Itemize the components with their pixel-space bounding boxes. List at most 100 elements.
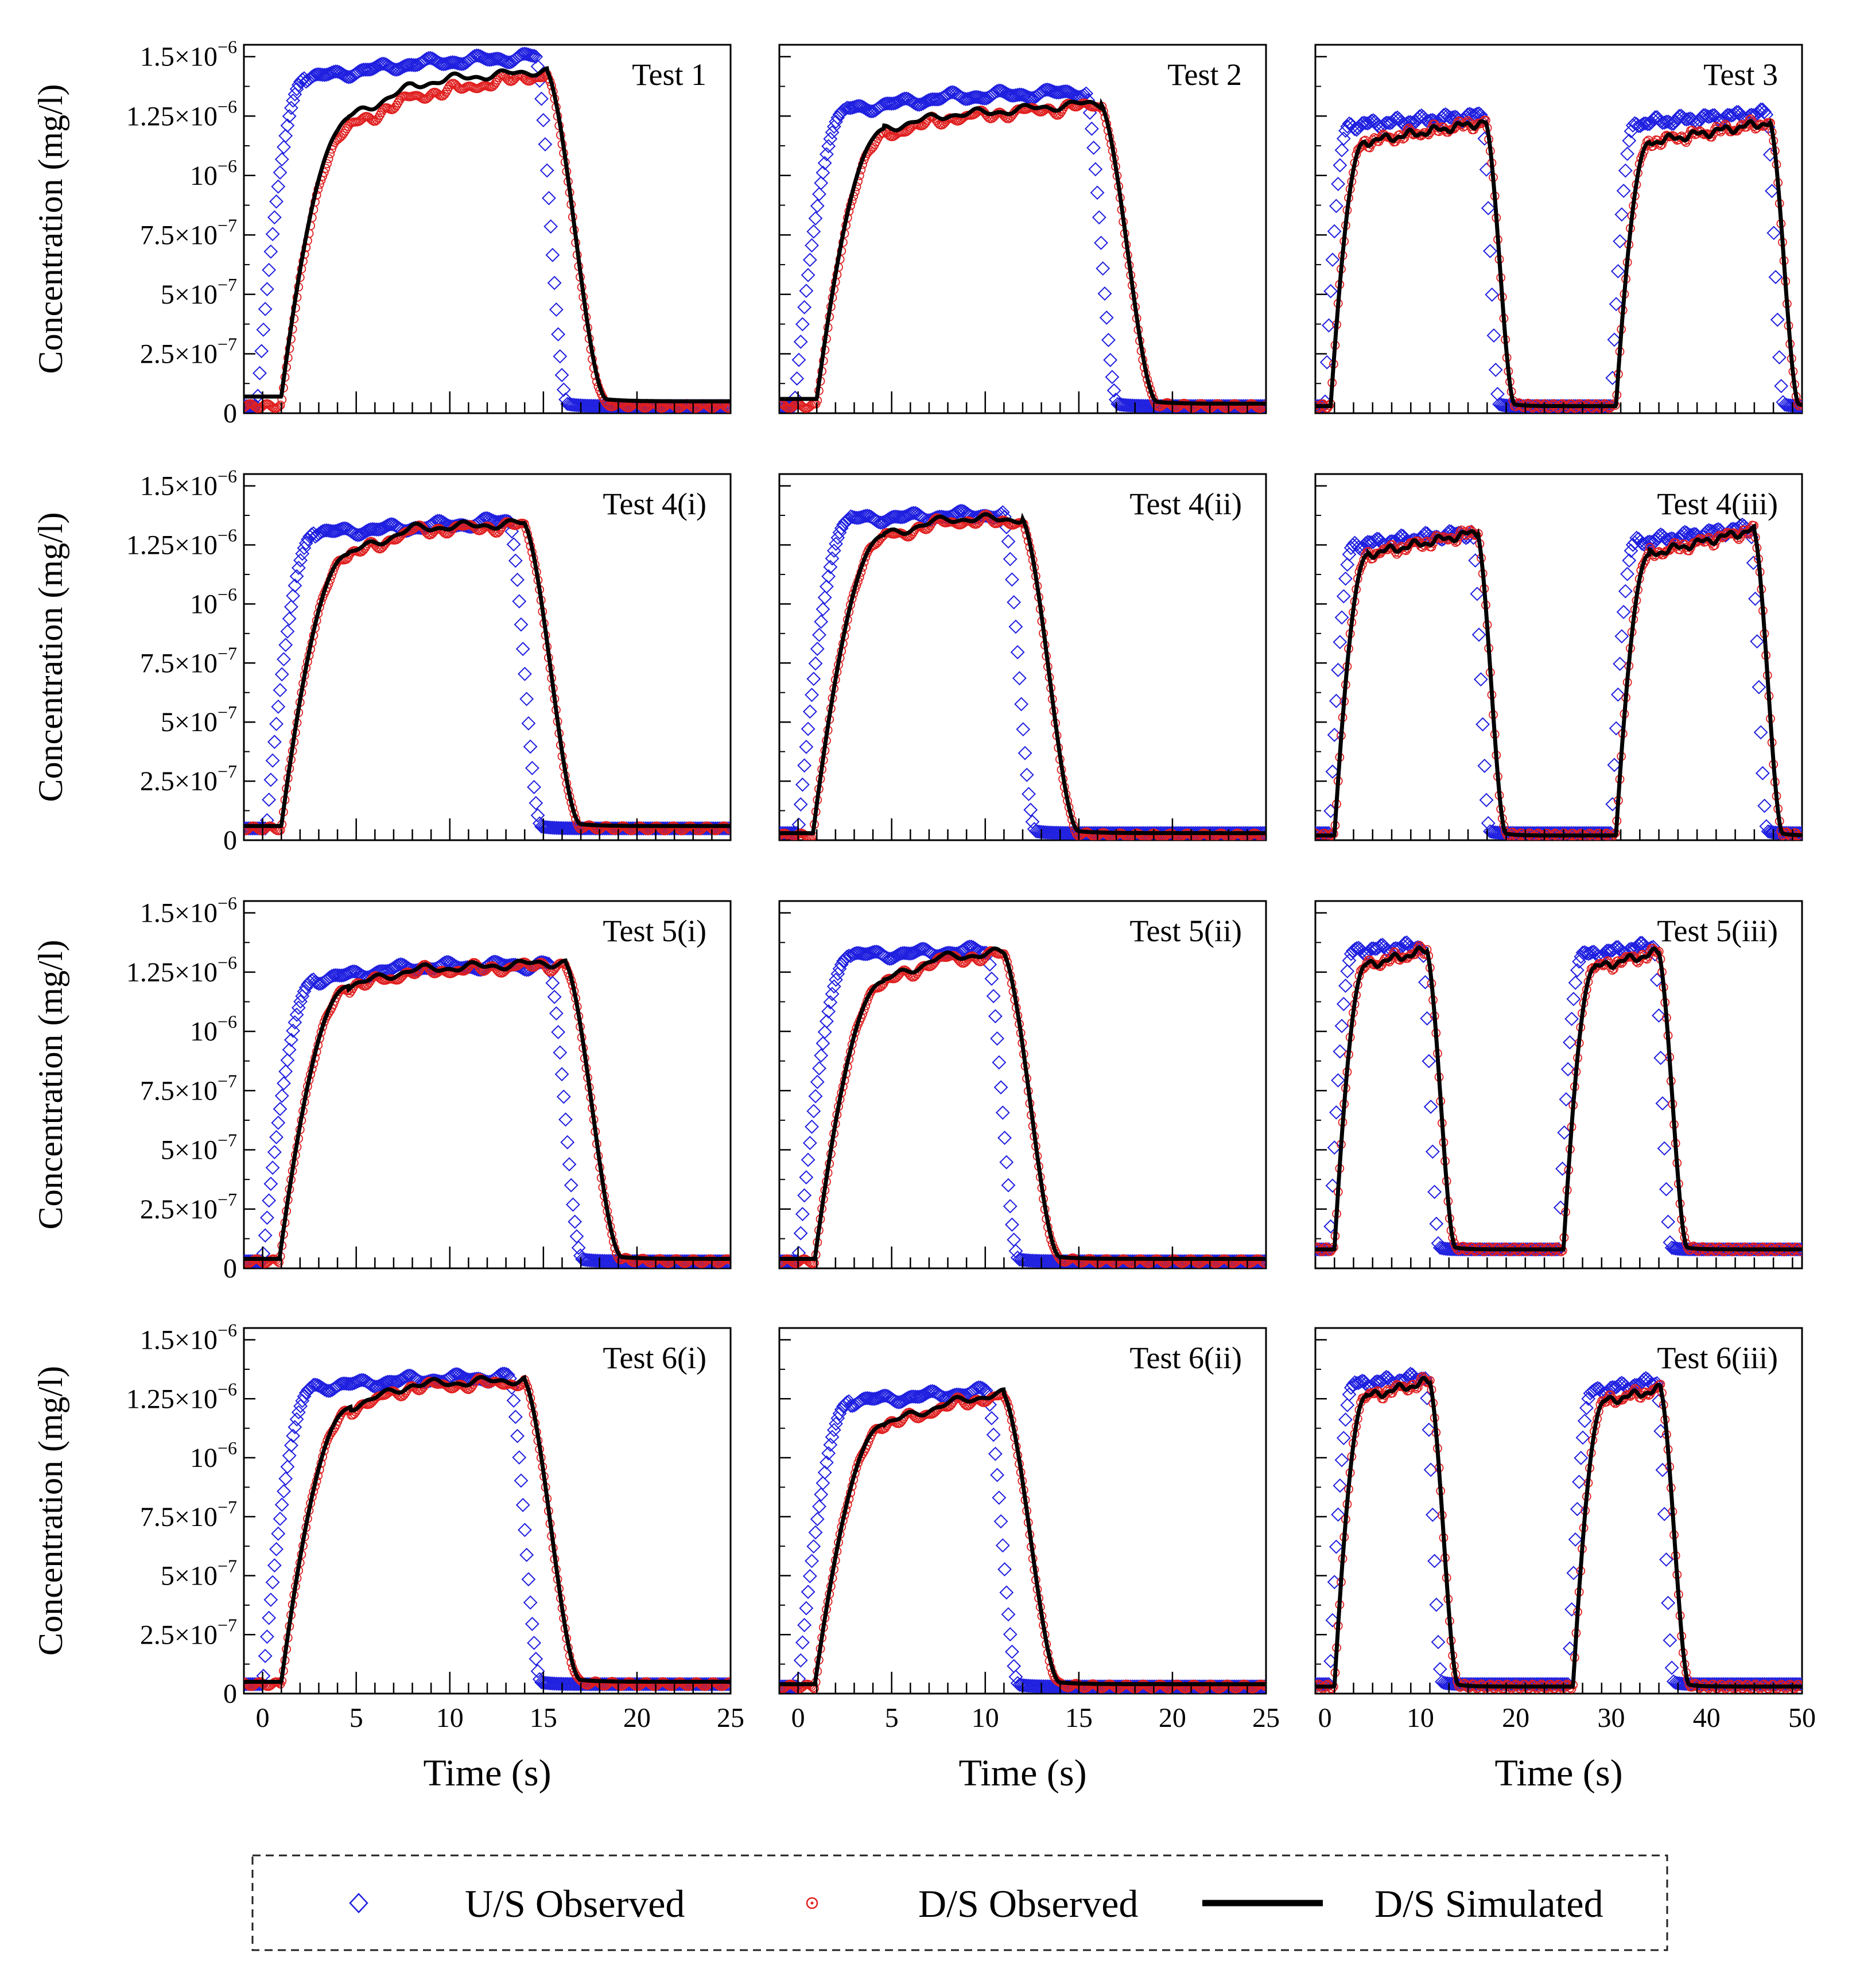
us-observed-point [1638, 116, 1653, 131]
us-observed-point [282, 611, 297, 626]
y-tick-exponent: −6 [218, 584, 237, 604]
us-observed-point [1685, 527, 1700, 542]
us-observed-point [558, 821, 573, 836]
y-tick-label: 0 [223, 825, 237, 856]
us-observed-point [332, 968, 347, 983]
us-observed-point [1340, 557, 1355, 572]
us-observed-point [455, 57, 469, 72]
us-observed-point [1031, 1253, 1046, 1268]
us-observed-point [1333, 635, 1348, 650]
us-observed-point [519, 46, 534, 61]
us-observed-point [821, 1004, 836, 1019]
us-observed-point [271, 179, 286, 194]
us-observed-point [273, 1101, 288, 1116]
us-observed-point [1379, 115, 1394, 130]
us-observed-point [1610, 687, 1625, 702]
us-observed-point [1471, 627, 1486, 642]
us-observed-point [1036, 1253, 1051, 1268]
us-observed-point [404, 57, 419, 72]
us-observed-point [802, 1136, 817, 1150]
us-observed-point [1047, 825, 1062, 840]
panel-title: Test 2 [1167, 57, 1242, 92]
us-observed-point [823, 995, 838, 1009]
us-observed-point [847, 946, 862, 961]
us-observed-point [990, 1031, 1005, 1046]
us-observed-point [486, 52, 500, 67]
y-tick-exponent: −7 [218, 1070, 237, 1091]
y-tick-base: 10 [190, 1016, 218, 1047]
us-observed-point [297, 71, 312, 86]
us-observed-point [912, 98, 927, 112]
us-observed-point [943, 85, 958, 100]
us-observed-point [306, 526, 321, 541]
us-observed-point [1765, 184, 1779, 199]
us-observed-point [810, 199, 825, 213]
us-observed-point [556, 382, 571, 397]
us-observed-point [267, 210, 282, 225]
us-observed-point [263, 244, 278, 259]
y-tick-label: 7.5×10−7 [140, 643, 237, 678]
ds-simulated-line [244, 66, 731, 403]
us-observed-point [1655, 115, 1670, 130]
us-observed-point [289, 569, 304, 584]
y-tick-exponent: −7 [218, 702, 237, 723]
us-observed-point [380, 518, 395, 533]
us-observed-point [274, 667, 289, 682]
us-observed-point [995, 1105, 1010, 1120]
y-tick-label: 0 [223, 398, 237, 429]
us-observed-point [819, 147, 834, 162]
us-observed-point [1029, 1253, 1043, 1268]
us-observed-point [254, 344, 269, 359]
us-observed-point [571, 1240, 586, 1255]
us-observed-point [542, 191, 556, 205]
y-tick-exponent: −7 [218, 1189, 237, 1210]
us-observed-point [269, 1130, 284, 1144]
ds-observed-point [390, 103, 400, 112]
us-observed-point [1333, 158, 1348, 173]
y-tick-base: 2.5×10 [140, 339, 218, 369]
us-observed-point [536, 112, 551, 127]
us-observed-point [884, 951, 899, 966]
us-observed-point [1042, 1254, 1057, 1268]
us-observed-point [1334, 610, 1349, 625]
us-observed-point [847, 100, 862, 114]
y-tick-label: 10−6 [190, 156, 237, 191]
y-tick-label: 1.5×10−6 [140, 893, 237, 929]
us-observed-point [351, 527, 366, 542]
us-observed-point [819, 579, 834, 594]
us-observed-point [284, 1032, 298, 1047]
us-observed-point [904, 506, 919, 521]
us-observed-point [1055, 825, 1070, 840]
us-observed-point [490, 51, 504, 66]
us-observed-point [1094, 235, 1108, 250]
y-tick-base: 5×10 [161, 707, 218, 737]
panel-title: Test 1 [632, 57, 706, 92]
ds-observed-point [339, 129, 348, 138]
us-observed-point [534, 91, 549, 106]
us-observed-point [1757, 798, 1772, 813]
us-observed-point [1755, 766, 1770, 781]
us-observed-point [860, 946, 875, 961]
us-observed-point [553, 821, 568, 836]
us-observed-point [1001, 1178, 1016, 1193]
us-observed-point [556, 1089, 571, 1104]
us-observed-point [779, 399, 788, 413]
us-observed-point [564, 1178, 578, 1193]
us-observed-point [1752, 680, 1766, 694]
us-observed-point [1131, 398, 1145, 413]
us-observed-point [519, 692, 534, 706]
us-observed-point [1014, 697, 1029, 712]
y-tick-base: 1.25×10 [126, 101, 218, 131]
us-observed-point [1705, 108, 1720, 123]
us-observed-point [1019, 767, 1034, 782]
us-observed-point [282, 1042, 297, 1057]
us-observed-point [1614, 629, 1629, 644]
us-observed-point [1766, 226, 1781, 240]
us-observed-point [1613, 234, 1628, 248]
us-observed-point [265, 1160, 280, 1175]
y-tick-base: 7.5×10 [140, 220, 218, 250]
us-observed-point [1477, 758, 1492, 773]
us-observed-point [843, 100, 858, 115]
us-observed-point [1357, 115, 1372, 130]
us-observed-point [375, 521, 390, 536]
